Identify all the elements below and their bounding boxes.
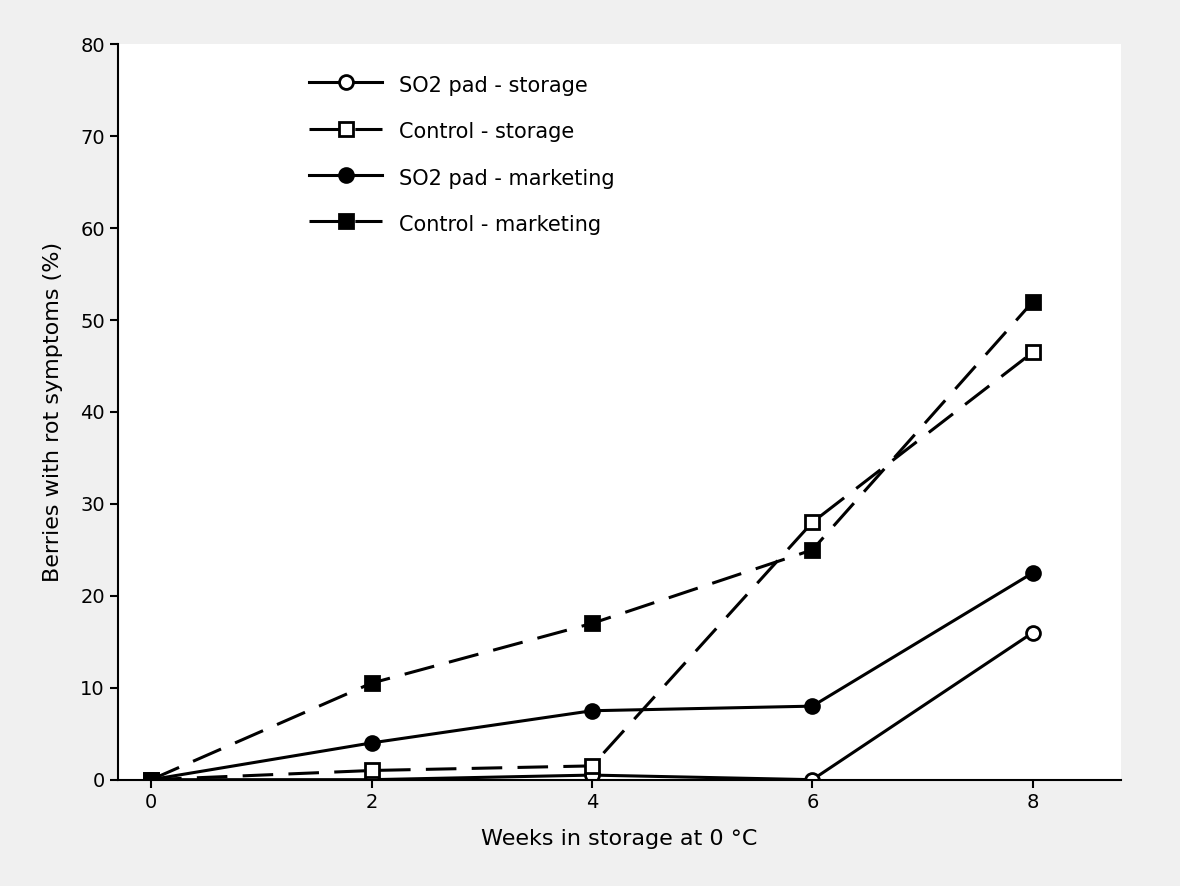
SO2 pad - storage [1025,627,1040,638]
Y-axis label: Berries with rot symptoms (%): Berries with rot symptoms (%) [44,242,64,582]
SO2 pad - marketing [805,701,819,711]
SO2 pad - storage [365,774,379,785]
Control - marketing [144,774,158,785]
Control - marketing [585,618,599,629]
Legend: SO2 pad - storage, Control - storage, SO2 pad - marketing, Control - marketing: SO2 pad - storage, Control - storage, SO… [299,62,625,247]
SO2 pad - storage [805,774,819,785]
Control - marketing [805,545,819,556]
Line: Control - marketing: Control - marketing [144,295,1040,787]
SO2 pad - marketing [365,737,379,748]
SO2 pad - marketing [585,705,599,716]
Control - storage [144,774,158,785]
Line: Control - storage: Control - storage [144,346,1040,787]
Control - marketing [365,678,379,688]
SO2 pad - marketing [1025,568,1040,579]
Control - storage [1025,347,1040,358]
Control - marketing [1025,296,1040,307]
SO2 pad - storage [144,774,158,785]
Line: SO2 pad - storage: SO2 pad - storage [144,626,1040,787]
Control - storage [365,766,379,776]
SO2 pad - marketing [144,774,158,785]
SO2 pad - storage [585,770,599,781]
Control - storage [585,760,599,771]
Control - storage [805,517,819,528]
Line: SO2 pad - marketing: SO2 pad - marketing [144,566,1040,787]
X-axis label: Weeks in storage at 0 °C: Weeks in storage at 0 °C [481,828,758,849]
